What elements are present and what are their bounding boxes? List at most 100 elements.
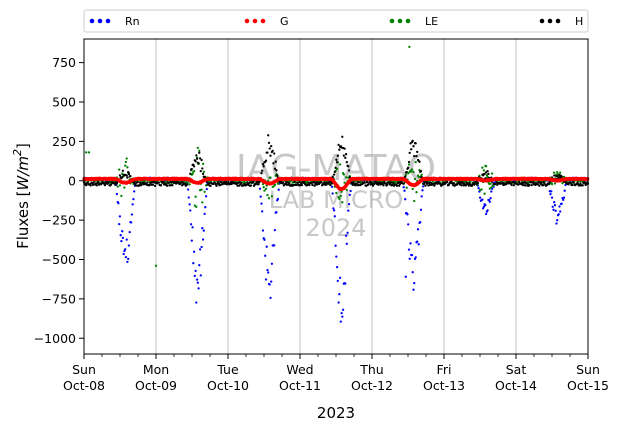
data-point-rn [261,229,265,232]
data-point-le [120,194,123,198]
x-tick-day: Fri [437,362,452,377]
data-point-le [559,171,562,174]
data-point-rn [187,196,190,199]
data-point-le [271,185,274,189]
data-point-rn [192,250,196,253]
y-tick-label: −1000 [34,331,76,346]
x-tick-date: Oct-10 [207,378,249,393]
data-point-rn [412,288,415,291]
data-point-rn [344,282,347,285]
data-point-rn [270,280,273,283]
data-point-rn [198,264,201,267]
data-point-rn [205,187,208,191]
y-tick-label: −750 [42,291,76,306]
legend-label: G [280,15,289,28]
data-point-h [536,182,539,186]
data-point-rn [338,276,342,279]
data-point-h [412,145,415,148]
x-tick-date: Oct-15 [567,378,609,393]
data-point-h [273,167,277,170]
y-axis-label-exp: 2 [11,149,24,156]
y-axis: −1000 −750 −500 −250 0 250 500 750 [34,55,84,346]
data-point-h [125,174,128,177]
data-point-rn [120,239,123,243]
data-point-rn [408,257,411,260]
data-point-le [410,168,414,171]
data-point-h [268,147,271,150]
data-point-le [126,166,129,169]
data-point-h [530,183,533,187]
data-point-rn [189,209,192,212]
x-tick-label: Tue Oct-10 [207,362,249,393]
data-point-h [270,144,273,148]
series-layer [82,45,590,323]
data-point-rn [192,262,195,265]
data-point-rn [414,256,417,259]
data-point-h [344,153,348,156]
data-point-h [347,169,351,172]
data-point-le [553,182,557,185]
data-point-le [196,146,199,150]
data-point-rn [117,202,120,205]
data-point-h [269,154,272,157]
data-point-le [344,176,348,179]
data-point-rn [189,223,193,226]
data-point-rn [198,248,202,251]
data-point-h [335,158,338,161]
data-point-rn [133,190,136,193]
data-point-rn [276,197,280,201]
data-point-h [248,181,251,185]
data-point-rn [266,268,269,272]
data-point-rn [551,205,554,208]
data-point-rn [341,315,344,318]
data-point-h [365,181,369,184]
data-point-rn [122,252,125,256]
data-point-rn [195,278,199,281]
data-point-rn [128,230,131,234]
data-point-le [486,175,489,178]
data-point-rn [409,242,412,245]
data-point-rn [204,206,207,209]
data-point-rn [556,219,559,222]
data-point-h [543,182,546,185]
data-point-rn [268,283,271,286]
data-point-rn [188,203,191,206]
data-point-rn [269,296,272,300]
data-point-rn [270,262,274,265]
data-point-h [97,180,100,184]
data-point-h [159,184,163,187]
y-tick-label: 0 [68,173,76,188]
data-point-h [341,135,344,138]
data-point-h [271,149,274,153]
data-point-h [547,182,551,185]
data-point-h [157,181,161,184]
data-point-rn [344,234,348,237]
data-point-h [165,184,169,187]
data-point-h [258,181,261,184]
data-point-h [302,180,306,184]
data-point-rn [407,248,411,251]
data-point-h [358,181,361,184]
data-point-le [192,169,196,173]
data-point-h [190,167,193,171]
data-point-h [249,184,253,187]
data-point-le [195,205,198,208]
data-point-le [124,160,128,164]
data-point-le [340,190,343,193]
data-point-h [410,148,413,151]
data-point-h [273,152,276,155]
data-point-le [191,172,194,175]
data-point-rn [118,215,122,218]
data-point-le [413,177,417,181]
data-point-h [415,154,418,158]
watermark-line-2: LAB MICRO [269,186,404,214]
data-point-h [198,157,202,160]
data-point-rn [264,278,268,281]
data-point-le [338,197,341,200]
x-tick-day: Wed [286,362,313,377]
data-point-rn [406,213,409,216]
data-point-le [184,180,187,183]
data-point-h [581,184,584,187]
data-point-rn [267,271,270,274]
